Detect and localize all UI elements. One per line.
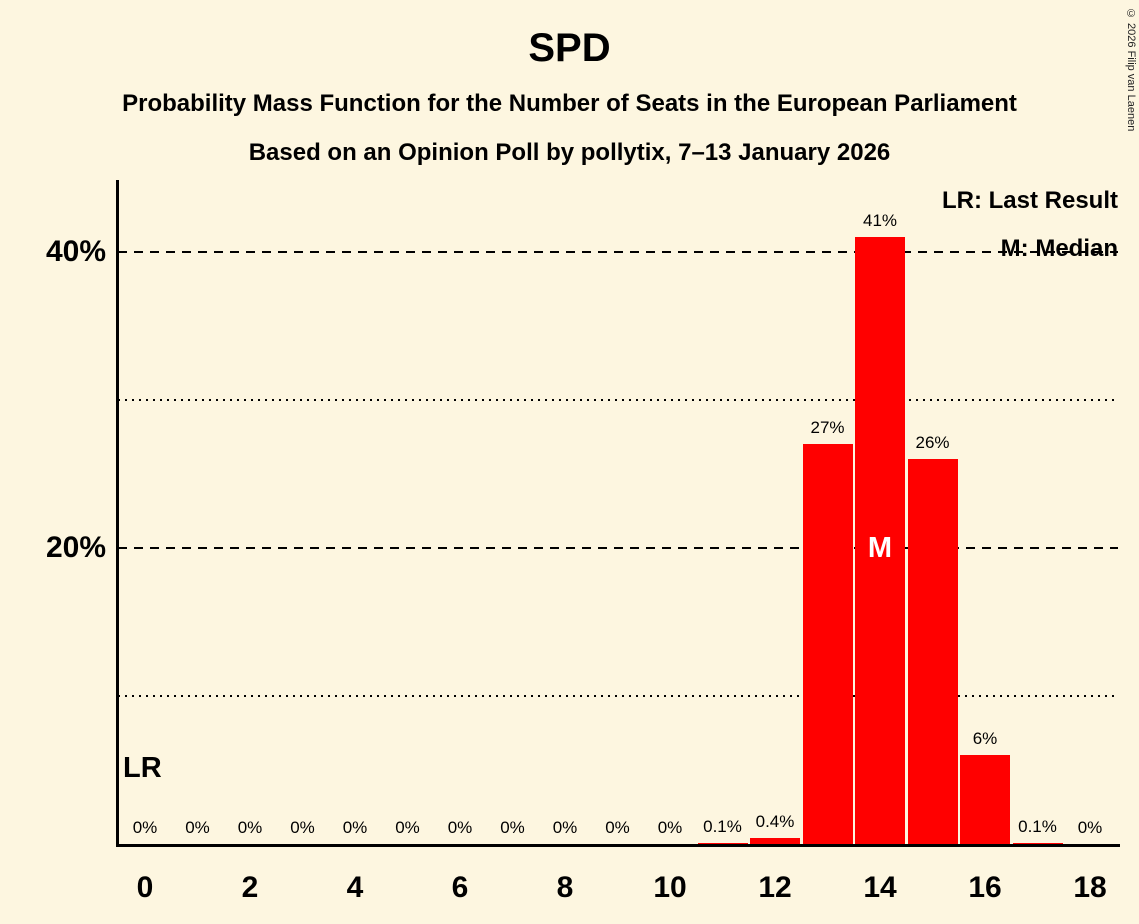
bar-seat-13 bbox=[802, 444, 853, 844]
y-tick-label-40pct: 40% bbox=[45, 235, 106, 268]
y-axis-labels: 20% 40% bbox=[0, 180, 106, 844]
bar-seat-12 bbox=[750, 838, 800, 844]
y-tick-label-20pct: 20% bbox=[45, 531, 106, 564]
x-tick-label-12: 12 bbox=[758, 871, 792, 904]
x-tick-label-10: 10 bbox=[653, 871, 687, 904]
value-label-seat-5: 0% bbox=[395, 818, 420, 837]
chart-subtitle-line1: Probability Mass Function for the Number… bbox=[122, 90, 1017, 117]
median-label: M bbox=[867, 532, 893, 564]
value-label-seat-16: 6% bbox=[972, 729, 998, 749]
x-tick-label-14: 14 bbox=[863, 871, 897, 904]
gridline-dotted-10pct bbox=[118, 695, 1118, 697]
value-label-seat-14: 41% bbox=[862, 211, 898, 231]
x-tick-label-18: 18 bbox=[1073, 871, 1107, 904]
x-tick-label-0: 0 bbox=[136, 871, 154, 904]
x-tick-label-8: 8 bbox=[556, 871, 574, 904]
value-label-seat-7: 0% bbox=[500, 818, 525, 837]
bar-seat-16 bbox=[960, 755, 1010, 844]
plot-area: 0% 0% 0% 0% 0% 0% 0% 0% 0% 0% 0% 0.1% 0.4% 27% 41% 26% 6… bbox=[118, 180, 1118, 844]
value-label-seat-13: 27% bbox=[810, 418, 845, 438]
value-label-seat-12: 0.4% bbox=[755, 812, 795, 832]
value-label-seat-2: 0% bbox=[237, 818, 263, 837]
chart-subtitle-line2: Based on an Opinion Poll by pollytix, 7–… bbox=[248, 139, 891, 166]
x-tick-label-6: 6 bbox=[451, 871, 469, 904]
x-tick-label-4: 4 bbox=[346, 871, 364, 904]
value-label-seat-0: 0% bbox=[132, 818, 158, 837]
value-label-seat-17: 0.1% bbox=[1018, 816, 1057, 836]
value-label-seat-11: 0.1% bbox=[703, 816, 742, 836]
legend-last-result: LR: Last Result bbox=[941, 187, 1118, 214]
legend-median: M: Median bbox=[1000, 235, 1118, 262]
value-label-seat-15: 26% bbox=[915, 433, 950, 453]
chart-title: SPD bbox=[528, 26, 611, 70]
y-axis bbox=[116, 180, 119, 847]
value-label-seat-4: 0% bbox=[342, 818, 368, 837]
last-result-label: LR bbox=[123, 752, 162, 784]
gridline-dotted-30pct bbox=[118, 399, 1118, 401]
gridline-dashed-40pct bbox=[118, 251, 1118, 253]
value-label-seat-18: 0% bbox=[1077, 818, 1103, 837]
bar-seat-15 bbox=[907, 459, 958, 844]
bar-seat-11 bbox=[697, 842, 748, 844]
bar-seat-17 bbox=[1012, 842, 1063, 844]
x-axis bbox=[116, 844, 1120, 847]
value-label-seat-3: 0% bbox=[290, 818, 315, 837]
copyright-notice: © 2026 Filip van Laenen bbox=[1125, 8, 1137, 132]
value-label-seat-1: 0% bbox=[185, 818, 210, 837]
value-label-seat-9: 0% bbox=[605, 818, 630, 837]
bar-seat-14 bbox=[855, 237, 905, 844]
x-tick-label-2: 2 bbox=[241, 871, 259, 904]
x-axis-labels: 0 2 4 6 8 10 12 14 16 18 bbox=[118, 868, 1118, 912]
value-label-seat-8: 0% bbox=[552, 818, 578, 837]
value-label-seat-10: 0% bbox=[657, 818, 683, 837]
x-tick-label-16: 16 bbox=[968, 871, 1002, 904]
value-label-seat-6: 0% bbox=[447, 818, 473, 837]
gridline-dashed-20pct bbox=[118, 547, 1118, 549]
